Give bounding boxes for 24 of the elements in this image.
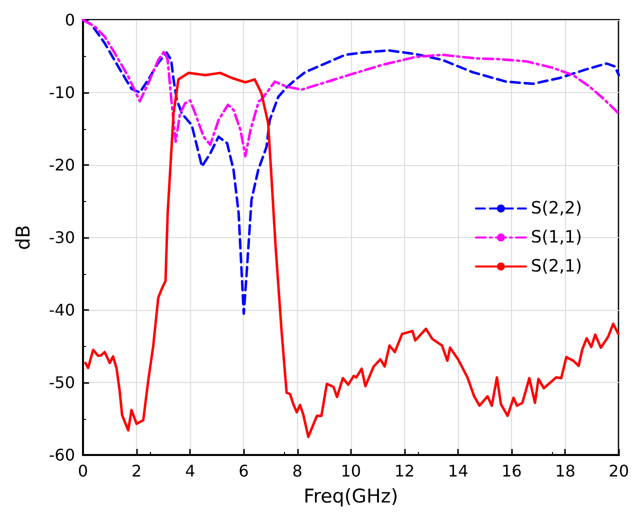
x-tick-label: 4 <box>185 462 196 480</box>
y-tick-label: -60 <box>48 446 75 464</box>
x-axis-title: Freq(GHz) <box>304 486 398 508</box>
x-tick-label: 12 <box>394 462 415 480</box>
x-tick-label: 16 <box>501 462 522 480</box>
y-tick-label: -50 <box>48 373 75 392</box>
y-axis-title: dB <box>12 224 34 250</box>
y-tick-label: 0 <box>64 10 75 30</box>
x-tick-label: 0 <box>78 462 88 480</box>
legend-label: S(2,1) <box>530 256 582 276</box>
x-tick-label: 20 <box>608 462 629 480</box>
y-tick-label: -40 <box>48 300 75 320</box>
y-tick-label: -20 <box>48 156 75 174</box>
x-tick-label: 8 <box>292 462 302 480</box>
line-series <box>84 72 620 438</box>
x-tick-label: 18 <box>555 462 576 480</box>
legend-label: S(2,2) <box>530 198 582 218</box>
x-tick-label: 2 <box>131 462 142 480</box>
y-tick-label: -30 <box>48 228 75 247</box>
x-tick-label: 6 <box>238 462 249 480</box>
x-tick-label: 14 <box>448 462 468 480</box>
y-tick-label: -10 <box>48 83 75 102</box>
legend-label: S(1,1) <box>530 228 582 248</box>
x-tick-label: 10 <box>340 462 362 480</box>
